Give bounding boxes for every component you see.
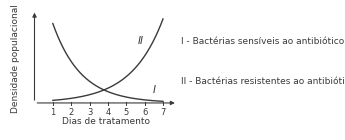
Text: II: II	[138, 36, 144, 46]
Text: 4: 4	[105, 108, 110, 117]
Text: II - Bactérias resistentes ao antibiótico: II - Bactérias resistentes ao antibiótic…	[181, 77, 345, 86]
Text: 7: 7	[160, 108, 166, 117]
Text: 3: 3	[87, 108, 92, 117]
Text: Densidade populacional: Densidade populacional	[11, 4, 20, 113]
Text: 6: 6	[142, 108, 147, 117]
Text: 5: 5	[124, 108, 129, 117]
Text: 2: 2	[69, 108, 74, 117]
Text: I: I	[152, 85, 155, 95]
Text: Dias de tratamento: Dias de tratamento	[62, 117, 150, 126]
Text: 1: 1	[50, 108, 56, 117]
Text: I - Bactérias sensíveis ao antibiótico: I - Bactérias sensíveis ao antibiótico	[181, 38, 344, 46]
